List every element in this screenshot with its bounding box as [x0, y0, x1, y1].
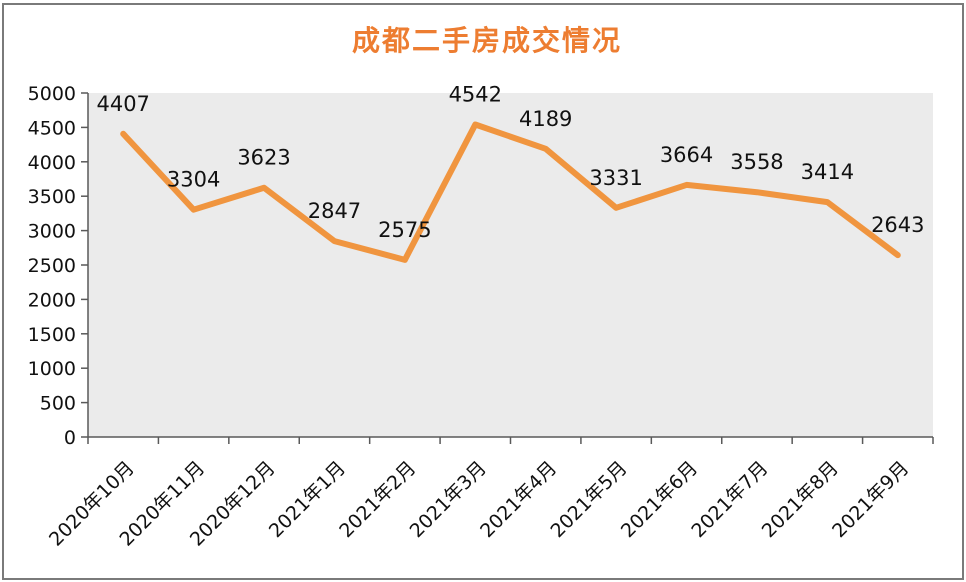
data-point-label: 3664: [660, 143, 713, 167]
y-axis-tick-label: 0: [64, 427, 76, 449]
y-axis-tick-label: 1500: [28, 324, 76, 346]
data-point-label: 2575: [378, 218, 431, 242]
y-axis-tick-label: 5000: [28, 83, 76, 105]
y-axis-tick-label: 4000: [28, 152, 76, 174]
data-line: [120, 121, 901, 263]
y-axis-tick-label: 500: [40, 393, 76, 415]
plot-area: [88, 93, 933, 437]
y-axis-tick-label: 3500: [28, 186, 76, 208]
y-axis-tick-label: 2500: [28, 255, 76, 277]
data-point-label: 2643: [871, 213, 924, 237]
frame-border: [2, 3, 964, 580]
data-point-label: 3558: [730, 150, 783, 174]
plot-group: 0 500 1000 1500 2000 2500 3000 3500 4000 4500 5000…: [28, 83, 934, 551]
data-point-label: 4189: [519, 107, 572, 131]
data-point-label: 3623: [237, 146, 290, 170]
chart-title: 成都二手房成交情况: [352, 24, 622, 57]
y-axis-tick-label: 2000: [28, 289, 76, 311]
data-point-label: 2847: [308, 199, 361, 223]
x-axis-category-label: 2021年9月: [828, 457, 913, 542]
data-point-label: 4542: [449, 83, 502, 107]
data-point-label: 3304: [167, 168, 220, 192]
data-point-label: 3331: [589, 166, 642, 190]
y-axis-tick-label: 4500: [28, 117, 76, 139]
y-axis-tick-label: 3000: [28, 221, 76, 243]
data-point-label: 3414: [801, 160, 854, 184]
y-axis-tick-label: 1000: [28, 358, 76, 380]
data-point-label: 4407: [96, 92, 149, 116]
